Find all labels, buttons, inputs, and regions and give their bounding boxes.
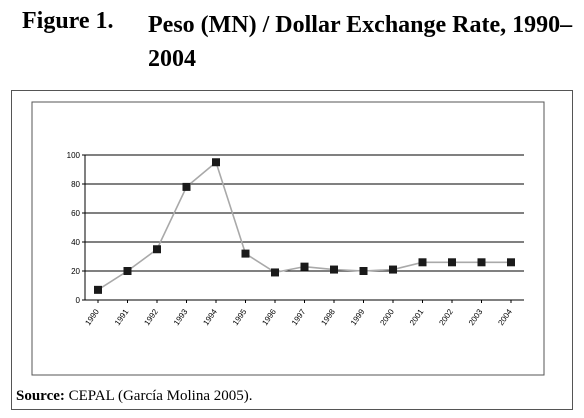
source-note: Source: CEPAL (García Molina 2005). [16,388,253,405]
x-tick-label-1996: 1996 [260,307,278,327]
source-text: CEPAL (García Molina 2005). [64,388,253,404]
data-point-1992 [153,245,161,254]
x-tick-label-1995: 1995 [231,307,249,327]
data-point-2001 [418,258,427,267]
y-tick-label-20: 20 [71,267,80,276]
x-tick-label-1992: 1992 [142,307,160,327]
y-tick-label-60: 60 [71,209,80,218]
x-tick-label-1999: 1999 [349,307,367,327]
x-tick-label-1993: 1993 [172,307,190,327]
x-tick-label-2001: 2001 [408,307,426,327]
series-markers [94,158,515,294]
x-tick-label-1998: 1998 [319,307,337,327]
data-point-1990 [94,285,102,294]
data-point-1991 [123,267,132,275]
y-tick-label-0: 0 [76,296,81,305]
x-tick-label-2002: 2002 [437,307,455,327]
data-point-2002 [448,258,456,267]
figure-label: Figure 1. [22,8,114,34]
data-point-1999 [359,267,368,275]
y-tick-label-40: 40 [71,238,80,247]
data-point-1993 [182,182,191,191]
x-tick-label-2004: 2004 [496,307,514,327]
y-tick-label-100: 100 [67,151,81,160]
data-point-2004 [507,258,515,267]
data-point-1994 [212,158,220,167]
y-axis-ticks: 0 20 40 60 80 100 [67,151,85,305]
x-tick-label-1991: 1991 [113,307,131,327]
figure-title: Peso (MN) / Dollar Exchange Rate, 1990–2… [148,12,573,72]
data-point-2003 [477,258,486,267]
data-point-1998 [330,265,338,274]
y-tick-label-80: 80 [71,180,80,189]
data-point-1997 [300,262,309,271]
x-tick-label-1997: 1997 [290,307,308,327]
source-prefix: Source: [16,388,65,404]
plot-box [31,101,545,376]
data-point-1996 [271,268,279,277]
data-point-1995 [241,249,250,258]
figure-frame [11,90,573,410]
x-tick-label-1990: 1990 [83,307,101,327]
x-axis-ticks: 1990 1991 1992 1993 1994 1995 1996 1997 1998 1999… [83,300,514,327]
data-point-2000 [389,265,397,274]
x-tick-label-2000: 2000 [378,307,396,327]
x-tick-label-1994: 1994 [201,307,219,327]
grid-lines [84,154,524,301]
x-tick-label-2003: 2003 [467,307,485,327]
